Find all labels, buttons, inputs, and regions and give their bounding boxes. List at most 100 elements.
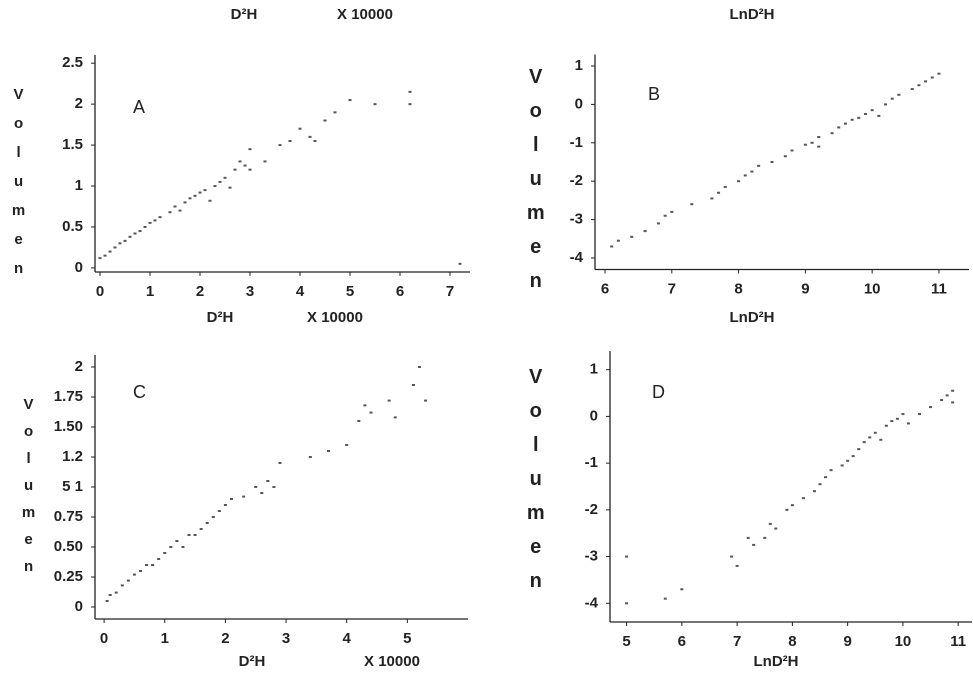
y-axis-label: Volumen [525,66,547,304]
point [710,197,714,200]
point [790,149,794,152]
x-tick-label: 8 [788,633,796,650]
point [208,199,212,202]
x-tick-label: 0 [96,283,104,300]
x-tick-label: 5 [622,633,630,650]
y-axis-label: Volumen [20,396,37,585]
point [625,602,629,605]
point [103,254,107,257]
point [951,389,955,392]
point [417,366,421,368]
point [327,450,331,452]
point [188,197,192,200]
x-tick-label: 9 [801,280,809,297]
point [278,144,282,147]
point [105,600,109,602]
point [198,191,202,194]
point [917,413,921,416]
point [193,534,197,536]
point [897,93,901,96]
point [128,235,132,238]
point [242,495,246,498]
point [138,570,142,572]
y-tick-label: 2 [75,95,83,112]
y-tick-label: -4 [585,594,599,611]
point [163,552,167,554]
point [929,406,933,409]
point [308,456,312,458]
y-tick-label: 1.5 [62,136,83,153]
point [217,510,221,512]
point [752,543,756,546]
point [98,257,102,260]
point [272,486,276,488]
x-tick-label: 5 [346,283,354,300]
point [357,420,361,422]
y-tick-label: 0.50 [54,538,83,555]
point [458,262,462,265]
y-tick-label: 0 [575,95,583,112]
point [868,436,872,439]
x-tick-label: 6 [396,283,404,300]
point [333,111,337,114]
point [138,230,142,233]
point [408,90,412,93]
point [288,139,292,142]
point [373,103,377,106]
point [630,235,634,238]
y-tick-label: -1 [585,454,598,471]
point [218,180,222,183]
y-tick-label: 1.2 [62,448,83,465]
point [884,103,888,106]
caption: X 10000 [337,6,393,23]
point [411,384,415,386]
point [148,221,152,224]
x-tick-label: 3 [282,630,290,647]
point [870,109,874,112]
point [229,498,233,500]
point [228,186,232,189]
point [812,490,816,493]
x-axis-factor: X 10000 [364,653,420,670]
point [770,161,774,163]
x-tick-label: 3 [246,283,254,300]
caption: LnD²H [730,6,775,23]
x-axis-factor: X 10000 [307,309,363,326]
point [248,148,252,151]
point [238,160,242,163]
point [906,422,910,425]
point [690,203,694,206]
point [924,80,928,83]
point [254,486,258,488]
x-tick-label: 11 [950,633,966,650]
point [133,232,137,235]
x-tick-label: 2 [196,283,204,300]
point [213,185,217,188]
point [393,416,397,419]
x-tick-label: 4 [296,283,305,300]
point [348,99,352,102]
point [951,401,955,404]
point [181,546,185,548]
point [895,417,899,420]
point [260,492,264,494]
y-tick-label: 2.5 [62,54,83,71]
x-axis-label: LnD²H [730,309,775,326]
point [387,399,391,402]
y-tick-label: -2 [585,501,598,518]
point [108,594,112,596]
point [211,516,215,518]
point [801,497,805,500]
y-tick-label: 1.50 [54,418,83,435]
point [846,459,850,462]
point [857,448,861,451]
x-tick-label: 6 [601,280,609,297]
x-tick-label: 8 [734,280,742,297]
point [810,141,814,144]
point [157,558,161,560]
point [910,88,914,91]
point [768,522,772,525]
point [345,444,349,446]
point [175,540,179,542]
point [879,438,883,441]
